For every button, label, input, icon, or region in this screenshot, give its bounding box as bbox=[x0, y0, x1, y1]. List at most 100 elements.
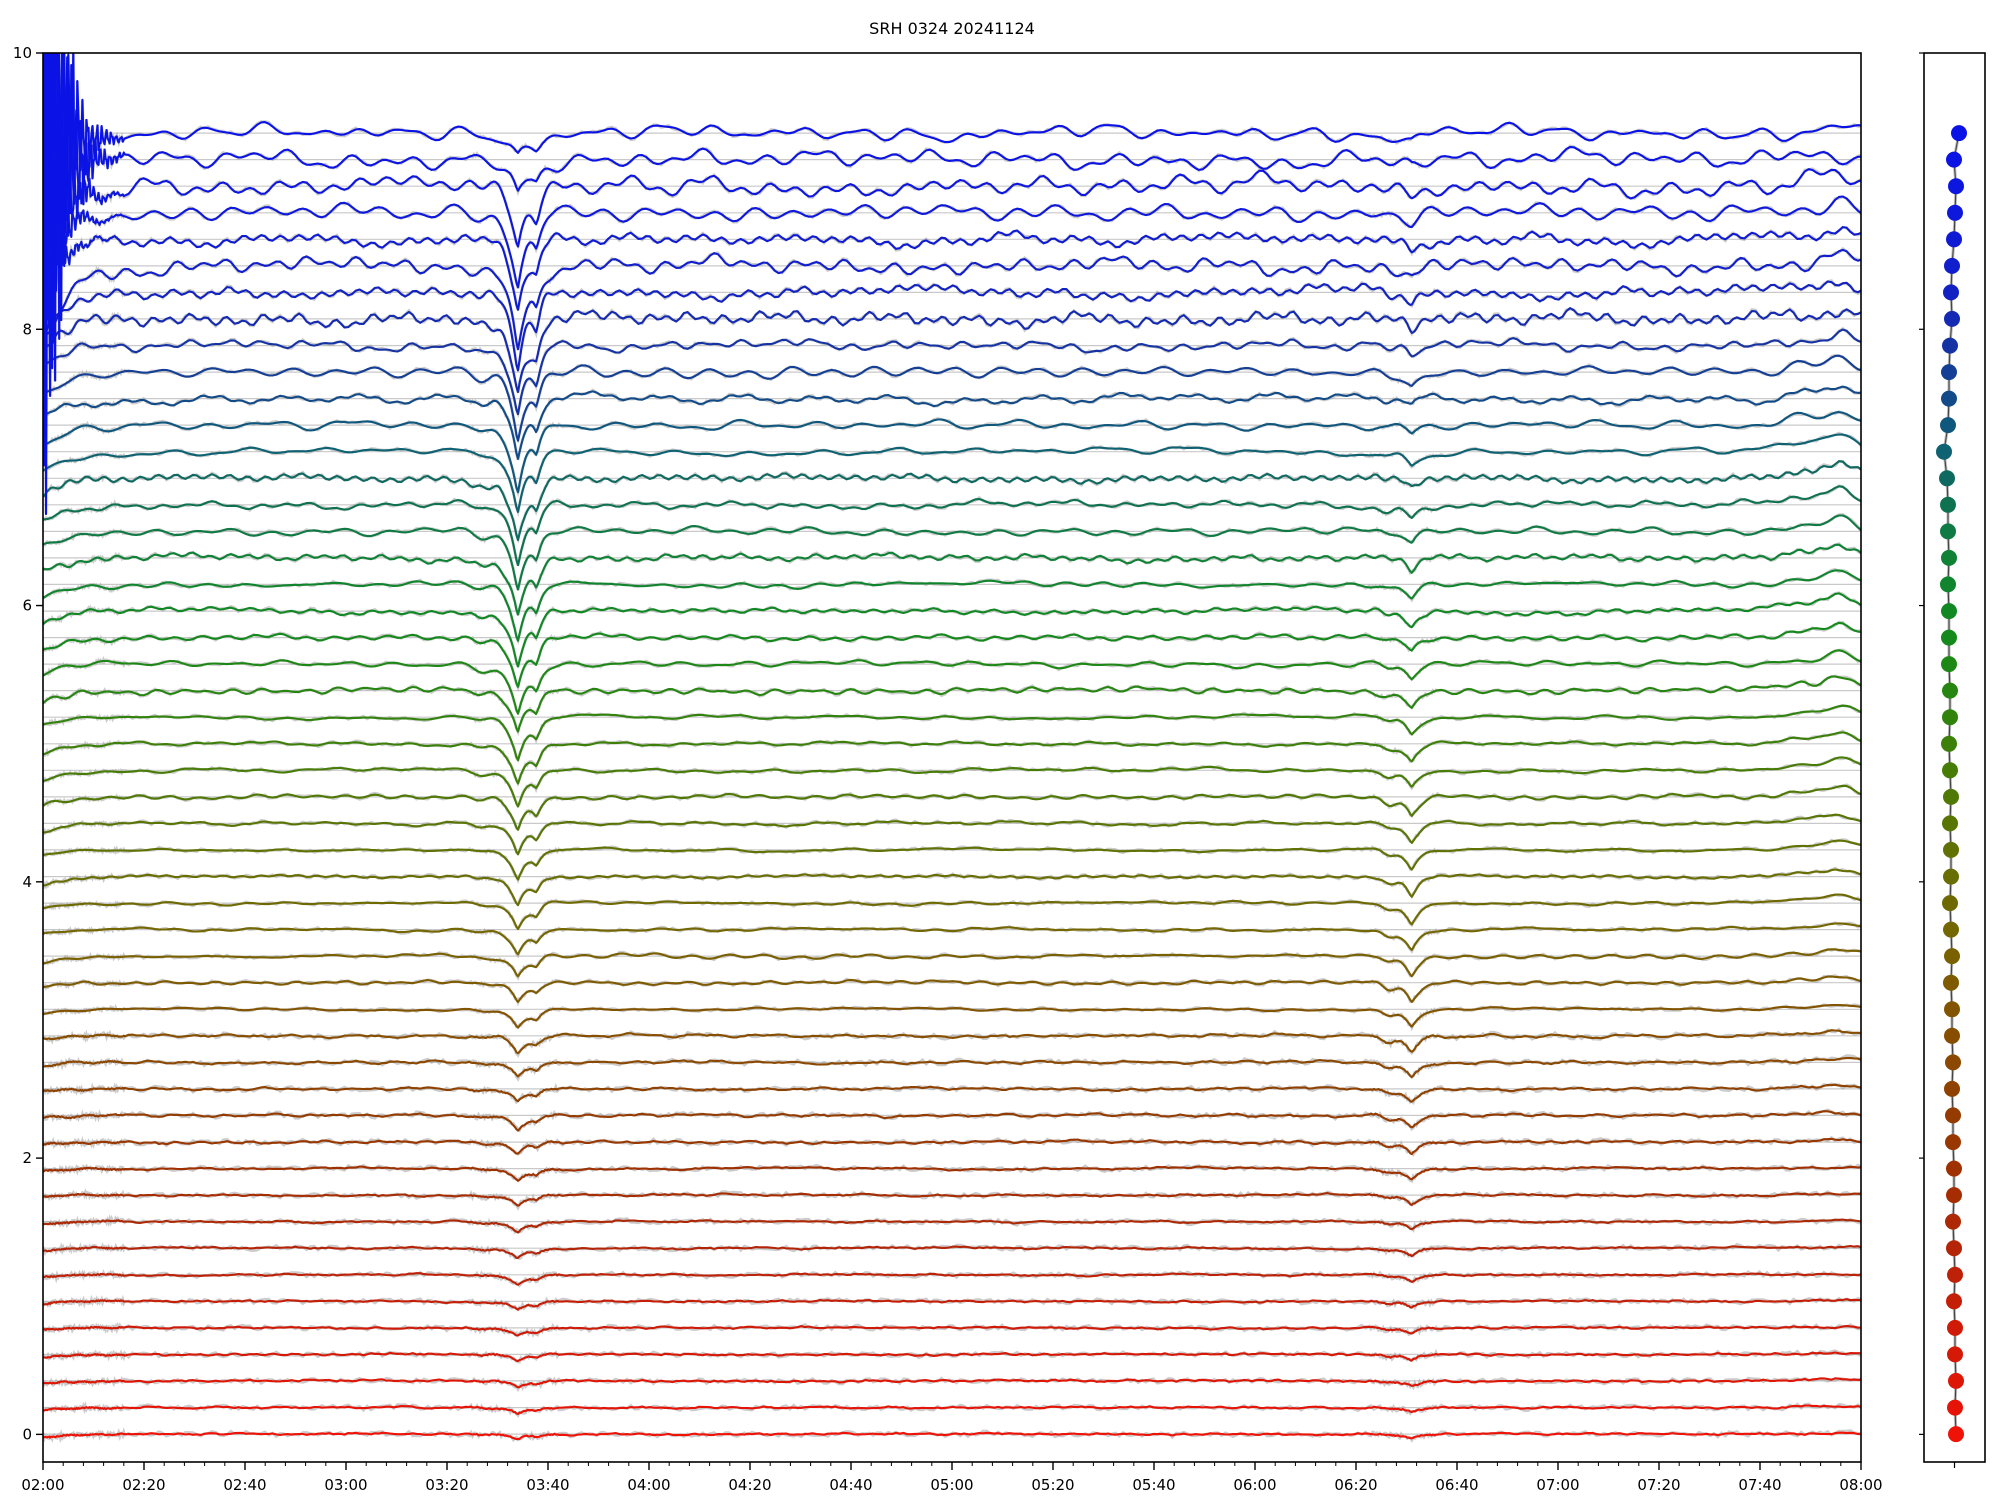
frequency-dot bbox=[1940, 523, 1956, 540]
x-tick-label: 03:20 bbox=[425, 1476, 468, 1494]
trace-line bbox=[43, 1431, 1861, 1441]
frequency-dot bbox=[1946, 1160, 1962, 1177]
trace-line bbox=[43, 922, 1861, 956]
trace-line bbox=[43, 354, 1861, 442]
x-tick-label: 05:20 bbox=[1031, 1476, 1074, 1494]
frequency-dot bbox=[1943, 974, 1959, 991]
trace-line bbox=[43, 1165, 1861, 1182]
trace-line bbox=[43, 756, 1861, 808]
trace-line bbox=[43, 460, 1861, 542]
trace-line bbox=[43, 1192, 1861, 1207]
y-tick-label: 0 bbox=[22, 1425, 32, 1443]
trace-line bbox=[43, 1029, 1861, 1055]
trace-line bbox=[43, 592, 1861, 668]
frequency-dot bbox=[1951, 125, 1967, 142]
trace-line bbox=[43, 975, 1861, 1003]
frequency-dot bbox=[1941, 603, 1957, 620]
frequency-dot bbox=[1940, 576, 1956, 593]
trace-line bbox=[43, 1244, 1861, 1259]
x-tick-label: 05:00 bbox=[930, 1476, 973, 1494]
frequency-dot bbox=[1944, 257, 1960, 274]
trace-line bbox=[43, 53, 1861, 516]
trace-line bbox=[43, 839, 1861, 881]
trace-line bbox=[43, 948, 1861, 978]
frequency-dot bbox=[1942, 682, 1958, 699]
frequency-dot bbox=[1948, 1426, 1964, 1443]
trace-line bbox=[43, 731, 1861, 785]
frequency-dot bbox=[1942, 895, 1958, 912]
x-tick-label: 03:00 bbox=[324, 1476, 367, 1494]
frequency-dot bbox=[1943, 284, 1959, 301]
x-tick-label: 07:20 bbox=[1637, 1476, 1680, 1494]
trace-line bbox=[43, 514, 1861, 591]
frequency-dot bbox=[1944, 1080, 1960, 1097]
trace-line bbox=[43, 1137, 1861, 1156]
frequency-dot bbox=[1948, 1372, 1964, 1389]
frequency-dot bbox=[1940, 417, 1956, 434]
frequency-dot bbox=[1941, 656, 1957, 673]
frequency-dot bbox=[1948, 178, 1964, 195]
trace-line bbox=[43, 675, 1861, 733]
trace-line bbox=[43, 155, 1861, 321]
trace-line bbox=[43, 433, 1861, 513]
frequency-dot bbox=[1939, 470, 1955, 487]
main-plot-area bbox=[43, 53, 1861, 1444]
frequency-dot bbox=[1947, 1346, 1963, 1363]
y-tick-label: 8 bbox=[22, 320, 32, 338]
y-tick-label: 4 bbox=[22, 873, 32, 891]
y-tick-label: 6 bbox=[22, 597, 32, 615]
frequency-dot bbox=[1942, 337, 1958, 354]
frequency-dot bbox=[1943, 868, 1959, 885]
trace-line bbox=[43, 813, 1861, 856]
frequency-dot bbox=[1944, 310, 1960, 327]
x-tick-label: 02:20 bbox=[122, 1476, 165, 1494]
trace-line bbox=[43, 569, 1861, 642]
trace-line bbox=[43, 385, 1861, 460]
trace-line bbox=[43, 1218, 1861, 1234]
trace-line bbox=[43, 784, 1861, 831]
frequency-dot bbox=[1945, 1054, 1961, 1071]
x-tick-label: 07:40 bbox=[1738, 1476, 1781, 1494]
trace-line bbox=[43, 1298, 1861, 1311]
frequency-dot bbox=[1946, 231, 1962, 248]
trace-line bbox=[43, 1003, 1861, 1029]
x-tick-label: 06:20 bbox=[1334, 1476, 1377, 1494]
trace-line bbox=[43, 485, 1861, 567]
trace-line bbox=[43, 1351, 1861, 1363]
x-tick-label: 04:00 bbox=[627, 1476, 670, 1494]
x-tick-label: 04:20 bbox=[728, 1476, 771, 1494]
frequency-dot bbox=[1943, 921, 1959, 938]
frequency-dot bbox=[1946, 1187, 1962, 1204]
x-tick-label: 07:00 bbox=[1536, 1476, 1579, 1494]
trace-line bbox=[43, 53, 1861, 467]
trace-line bbox=[43, 1083, 1861, 1103]
frequency-dot bbox=[1941, 629, 1957, 646]
frequency-dot bbox=[1947, 1399, 1963, 1416]
x-tick-label: 04:40 bbox=[829, 1476, 872, 1494]
trace-line bbox=[43, 307, 1861, 394]
frequency-dot bbox=[1946, 151, 1962, 168]
frequency-dot bbox=[1941, 364, 1957, 381]
x-tick-label: 06:00 bbox=[1233, 1476, 1276, 1494]
trace-line bbox=[43, 1110, 1861, 1132]
x-tick-label: 02:00 bbox=[21, 1476, 64, 1494]
chart-title: SRH 0324 20241124 bbox=[869, 19, 1035, 38]
frequency-dot bbox=[1941, 549, 1957, 566]
trace-line bbox=[43, 328, 1861, 416]
trace-line bbox=[43, 1272, 1861, 1286]
frequency-dot bbox=[1945, 1134, 1961, 1151]
frequency-dot bbox=[1941, 390, 1957, 407]
frequency-dot bbox=[1945, 1213, 1961, 1230]
frequency-dot bbox=[1945, 1107, 1961, 1124]
frequency-dot bbox=[1944, 1027, 1960, 1044]
x-tick-label: 05:40 bbox=[1132, 1476, 1175, 1494]
frequency-dot bbox=[1943, 788, 1959, 805]
trace-line bbox=[43, 1057, 1861, 1079]
trace-line bbox=[43, 411, 1861, 494]
trace-raw-halo bbox=[43, 1082, 1861, 1106]
trace-line bbox=[43, 893, 1861, 931]
trace-line bbox=[43, 1404, 1861, 1416]
frequency-dot bbox=[1947, 1266, 1963, 1283]
